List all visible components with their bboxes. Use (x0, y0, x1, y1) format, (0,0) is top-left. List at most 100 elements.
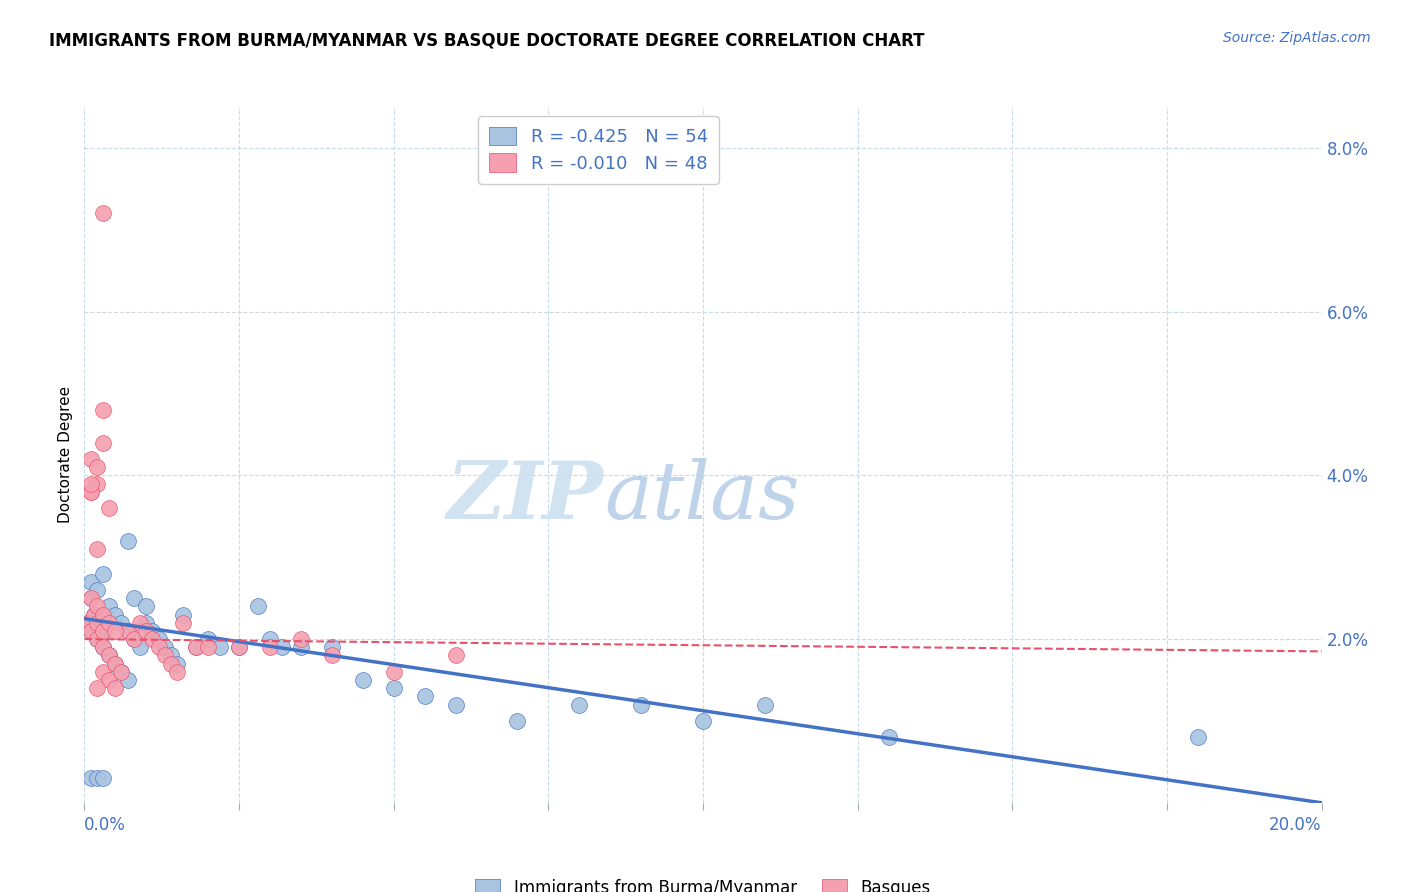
Point (79, 574, 101, 589)
Point (83, 607, 105, 622)
Point (166, 665, 188, 679)
Point (135, 615, 157, 630)
Point (76, 615, 98, 630)
Point (110, 665, 132, 679)
Point (104, 657, 127, 671)
Y-axis label: Doctorate Degree: Doctorate Degree (58, 386, 73, 524)
Point (172, 615, 194, 630)
Point (228, 640, 250, 655)
Point (86, 542, 108, 557)
Point (76, 615, 98, 630)
Point (153, 640, 176, 655)
Text: Source: ZipAtlas.com: Source: ZipAtlas.com (1223, 31, 1371, 45)
Point (98, 673, 121, 687)
Text: 0.0%: 0.0% (84, 816, 127, 834)
Point (129, 640, 152, 655)
Point (79, 771, 101, 785)
Point (86, 476, 108, 491)
Point (104, 624, 127, 638)
Point (79, 624, 101, 638)
Point (148, 632, 170, 646)
Point (692, 714, 714, 728)
Point (83, 607, 105, 622)
Point (91, 624, 114, 638)
Point (148, 640, 170, 655)
Point (228, 640, 250, 655)
Point (444, 648, 467, 663)
Point (86, 771, 108, 785)
Point (86, 582, 108, 597)
Point (79, 591, 101, 606)
Point (117, 533, 139, 548)
Text: 20.0%: 20.0% (1270, 816, 1322, 834)
Point (91, 566, 114, 581)
Point (79, 452, 101, 467)
Point (135, 624, 157, 638)
Point (160, 657, 183, 671)
Point (104, 681, 127, 696)
Point (98, 648, 121, 663)
Point (91, 435, 114, 450)
Point (86, 615, 108, 630)
Point (91, 771, 114, 785)
Text: ZIP: ZIP (447, 458, 605, 535)
Point (754, 698, 776, 712)
Point (86, 599, 108, 614)
Point (166, 657, 188, 671)
Point (98, 615, 121, 630)
Point (86, 632, 108, 646)
Point (197, 632, 219, 646)
Point (104, 657, 127, 671)
Point (209, 640, 232, 655)
Point (122, 591, 145, 606)
Point (86, 615, 108, 630)
Text: IMMIGRANTS FROM BURMA/MYANMAR VS BASQUE DOCTORATE DEGREE CORRELATION CHART: IMMIGRANTS FROM BURMA/MYANMAR VS BASQUE … (49, 31, 925, 49)
Point (321, 640, 343, 655)
Point (271, 640, 294, 655)
Point (79, 476, 101, 491)
Point (91, 403, 114, 417)
Point (506, 714, 529, 728)
Point (86, 460, 108, 475)
Point (160, 648, 183, 663)
Point (122, 632, 145, 646)
Point (98, 501, 121, 516)
Point (184, 640, 207, 655)
Point (135, 599, 157, 614)
Point (104, 607, 127, 622)
Point (568, 698, 591, 712)
Point (117, 673, 139, 687)
Point (877, 731, 900, 745)
Point (382, 665, 405, 679)
Point (153, 648, 176, 663)
Point (141, 624, 163, 638)
Point (141, 632, 163, 646)
Point (630, 698, 652, 712)
Point (129, 615, 152, 630)
Point (86, 681, 108, 696)
Point (91, 665, 114, 679)
Point (413, 690, 436, 704)
Point (259, 640, 281, 655)
Point (91, 607, 114, 622)
Point (117, 624, 139, 638)
Point (117, 624, 139, 638)
Point (79, 624, 101, 638)
Point (444, 698, 467, 712)
Point (321, 648, 343, 663)
Point (91, 640, 114, 655)
Point (86, 632, 108, 646)
Text: atlas: atlas (605, 458, 800, 535)
Point (197, 640, 219, 655)
Point (79, 484, 101, 499)
Point (290, 632, 312, 646)
Point (382, 681, 405, 696)
Point (91, 624, 114, 638)
Legend: R = -0.425   N = 54, R = -0.010   N = 48: R = -0.425 N = 54, R = -0.010 N = 48 (478, 116, 718, 184)
Point (259, 632, 281, 646)
Point (122, 632, 145, 646)
Point (290, 640, 312, 655)
Point (98, 648, 121, 663)
Point (79, 591, 101, 606)
Point (1187, 731, 1209, 745)
